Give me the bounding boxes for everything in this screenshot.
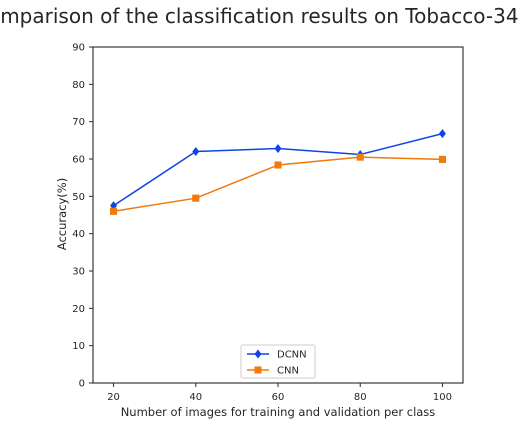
data-point-dcnn-40 — [192, 146, 200, 157]
y-tick-label-30: 30 — [72, 267, 85, 278]
series-dcnn — [110, 129, 446, 211]
y-tick-label-90: 90 — [72, 43, 85, 54]
x-tick-label-60: 60 — [272, 392, 285, 403]
plot-area: 0 10 20 30 40 50 60 70 80 90 20 40 60 80 100 — [72, 43, 464, 403]
y-tick-label-50: 50 — [72, 192, 85, 203]
y-tick-label-0: 0 — [79, 379, 85, 390]
series-cnn — [110, 153, 446, 215]
x-tick-label-20: 20 — [107, 392, 120, 403]
legend: DCNN CNN — [240, 344, 316, 379]
data-point-cnn-60 — [274, 161, 282, 169]
plot-frame — [92, 46, 464, 384]
x-tick-label-100: 100 — [433, 392, 452, 403]
x-tick-label-80: 80 — [354, 392, 367, 403]
y-tick-label-40: 40 — [72, 229, 85, 240]
legend-item-cnn: CNN — [247, 366, 299, 377]
y-tick-label-70: 70 — [72, 117, 85, 128]
legend-label-dcnn: DCNN — [277, 350, 307, 361]
data-point-cnn-40 — [192, 194, 200, 202]
chart-title: Comparison of the classification results… — [0, 4, 519, 28]
legend-label-cnn: CNN — [277, 366, 299, 377]
data-point-cnn-100 — [438, 155, 446, 163]
y-tick-label-20: 20 — [72, 304, 85, 315]
data-point-cnn-20 — [110, 207, 118, 215]
data-point-dcnn-100 — [438, 129, 446, 139]
legend-marker-dcnn — [254, 349, 262, 359]
y-tick-label-10: 10 — [72, 341, 85, 352]
x-axis-label: Number of images for training and valida… — [121, 405, 436, 419]
x-tick-label-40: 40 — [189, 392, 202, 403]
legend-item-dcnn: DCNN — [247, 349, 307, 361]
legend-marker-cnn — [254, 366, 262, 374]
data-point-cnn-80 — [356, 153, 364, 161]
data-point-dcnn-60 — [274, 143, 282, 154]
y-tick-label-80: 80 — [72, 80, 85, 91]
y-axis-label: Accuracy(%) — [55, 178, 69, 250]
y-tick-label-60: 60 — [72, 155, 85, 166]
